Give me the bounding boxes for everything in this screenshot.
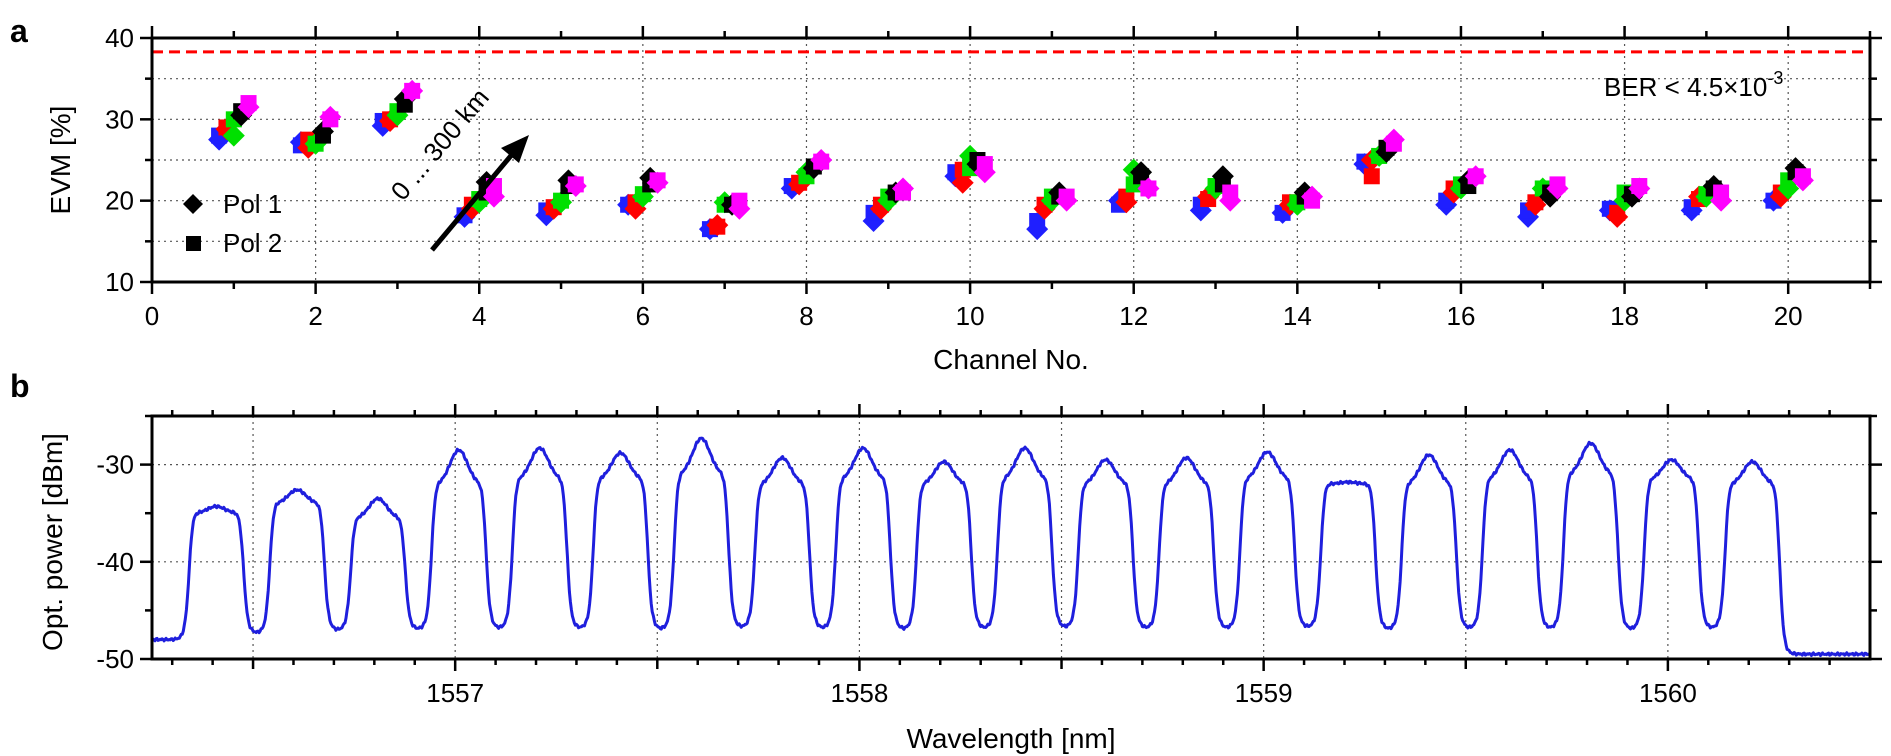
evm-y-tick-label: 30: [105, 104, 134, 134]
evm-x-tick-labels: 0 2 4 6 8 10 12 14 16 18 20: [145, 301, 1803, 331]
spectrum-chart: -30 -40 -50 1557 1558 1559 1560 Opt. power [d…: [37, 404, 1882, 754]
evm-x-tick-label: 14: [1283, 301, 1312, 331]
spectrum-x-tick-labels: 1557 1558 1559 1560: [426, 678, 1697, 708]
spectrum-plot-frame: [150, 414, 1872, 661]
pol2-point: [404, 82, 421, 99]
spectrum-x-axis-label: Wavelength [nm]: [906, 723, 1115, 754]
evm-legend: Pol 1 Pol 2: [183, 189, 282, 258]
ber-threshold-label-main: BER < 4.5×10: [1604, 72, 1767, 102]
spectrum-grid: [152, 416, 1871, 659]
evm-x-tick-label: 0: [145, 301, 159, 331]
evm-x-tick-label: 4: [472, 301, 486, 331]
spectrum-x-tick-label: 1558: [830, 678, 888, 708]
evm-x-tick-label: 18: [1610, 301, 1639, 331]
evm-x-tick-label: 20: [1774, 301, 1803, 331]
spectrum-line: [151, 436, 1871, 657]
pol2-point: [1133, 168, 1150, 185]
pol2-point: [709, 218, 726, 235]
spectrum-y-tick-label: -50: [96, 644, 134, 674]
panel-b-label: b: [10, 368, 30, 404]
pol2-point: [1222, 184, 1239, 201]
evm-x-tick-label: 10: [956, 301, 985, 331]
pol2-point: [731, 192, 748, 209]
pol2-point: [1140, 180, 1157, 197]
evm-y-tick-label: 20: [105, 186, 134, 216]
evm-y-axis-label: EVM [%]: [45, 106, 76, 215]
distance-arrow: [430, 135, 529, 252]
spectrum-x-tick-label: 1559: [1235, 678, 1293, 708]
spectrum-y-axis-label: Opt. power [dBm]: [37, 433, 68, 651]
evm-x-tick-label: 8: [799, 301, 813, 331]
pol2-point: [1118, 188, 1135, 205]
pol2-point: [553, 192, 570, 209]
pol2-point: [1794, 168, 1811, 185]
pol2-point: [1549, 176, 1566, 193]
pol2-point: [1304, 192, 1321, 209]
pol2-point: [1363, 168, 1380, 185]
spectrum-x-tick-label: 1557: [426, 678, 484, 708]
pol2-point: [322, 111, 339, 128]
pol2-point: [1631, 178, 1648, 195]
legend-pol2-marker: [186, 236, 201, 251]
pol2-point: [240, 95, 257, 112]
ber-threshold-label: BER < 4.5×10-3: [1604, 68, 1783, 102]
evm-x-tick-label: 12: [1119, 301, 1148, 331]
distance-arrow-shaft: [430, 150, 516, 252]
evm-points: [208, 79, 1814, 241]
pol2-point: [1527, 194, 1544, 211]
evm-x-tick-label: 2: [308, 301, 322, 331]
spectrum-y-tick-label: -40: [96, 547, 134, 577]
spectrum-ticks: [140, 404, 1882, 671]
evm-x-tick-label: 16: [1446, 301, 1475, 331]
evm-y-tick-label: 10: [105, 267, 134, 297]
pol2-point: [1029, 213, 1046, 229]
pol2-point: [567, 176, 584, 193]
pol2-point: [396, 96, 413, 113]
pol2-point: [1058, 188, 1075, 205]
distance-arrow-head: [501, 135, 529, 163]
pol1-point: [222, 124, 245, 147]
legend-pol1-marker: [183, 194, 203, 214]
panel-a-label: a: [10, 13, 28, 49]
pol2-point: [649, 172, 666, 189]
spectrum-y-tick-label: -30: [96, 450, 134, 480]
legend-pol1-label: Pol 1: [223, 189, 282, 219]
pol2-point: [813, 153, 830, 170]
pol2-point: [976, 156, 993, 173]
evm-x-tick-label: 6: [636, 301, 650, 331]
evm-y-tick-label: 40: [105, 23, 134, 53]
evm-x-axis-label: Channel No.: [933, 344, 1089, 375]
pol2-point: [1385, 135, 1402, 152]
pol2-point: [314, 127, 331, 144]
legend-pol2-label: Pol 2: [223, 228, 282, 258]
pol2-point: [895, 184, 912, 201]
ber-threshold-label-exponent: -3: [1767, 68, 1783, 88]
evm-ticks: [140, 26, 1882, 294]
evm-chart: 10 20 30 40 0 2 4 6 8 10 12 14 16 18 20 EVM [%] Chann…: [45, 23, 1882, 375]
pol2-point: [1467, 168, 1484, 185]
spectrum-y-tick-labels: -30 -40 -50: [96, 450, 134, 674]
pol2-point: [1609, 204, 1626, 221]
pol2-point: [1713, 184, 1730, 201]
spectrum-x-tick-label: 1560: [1639, 678, 1697, 708]
evm-y-tick-labels: 10 20 30 40: [105, 23, 134, 297]
